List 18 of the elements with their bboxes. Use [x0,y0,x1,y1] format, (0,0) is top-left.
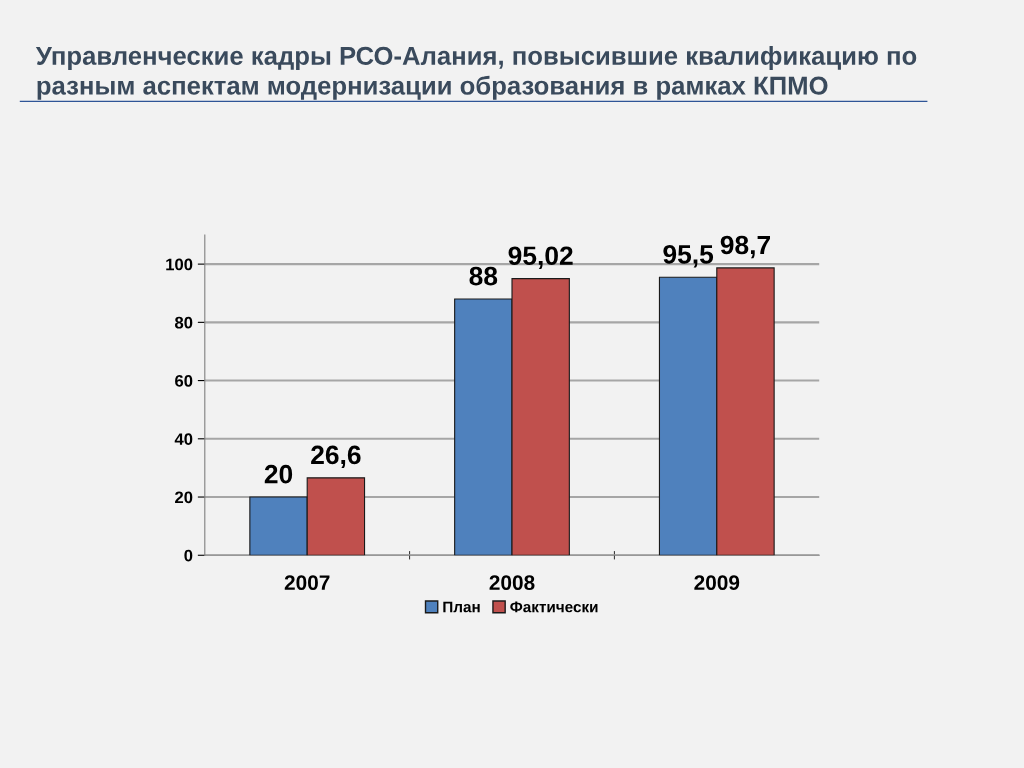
chart-title: Управленческие кадры РСО-Алания, повысившие квалификацию по разным аспектам модернизации образования в рамках КПМО [35,46,917,100]
data-label: 26,6 [311,445,361,469]
x-tick-label: 2008 [489,575,535,591]
legend-label: План [443,601,480,613]
data-label: 95,5 [663,244,714,268]
x-tick-label: 2007 [284,575,330,591]
y-tick-label: 20 [175,491,193,504]
data-label: 98,7 [720,235,770,259]
y-tick-label: 60 [175,374,193,387]
data-label: 20 [264,464,293,484]
legend-label: Фактически [510,601,598,613]
y-tick-label: 40 [174,433,193,446]
x-tick-label: 2009 [694,575,740,591]
y-tick-label: 0 [184,549,193,562]
y-tick-label: 80 [174,316,193,329]
data-label: 88 [469,266,498,286]
data-label: 95,02 [508,246,573,269]
y-tick-label: 100 [166,258,193,271]
